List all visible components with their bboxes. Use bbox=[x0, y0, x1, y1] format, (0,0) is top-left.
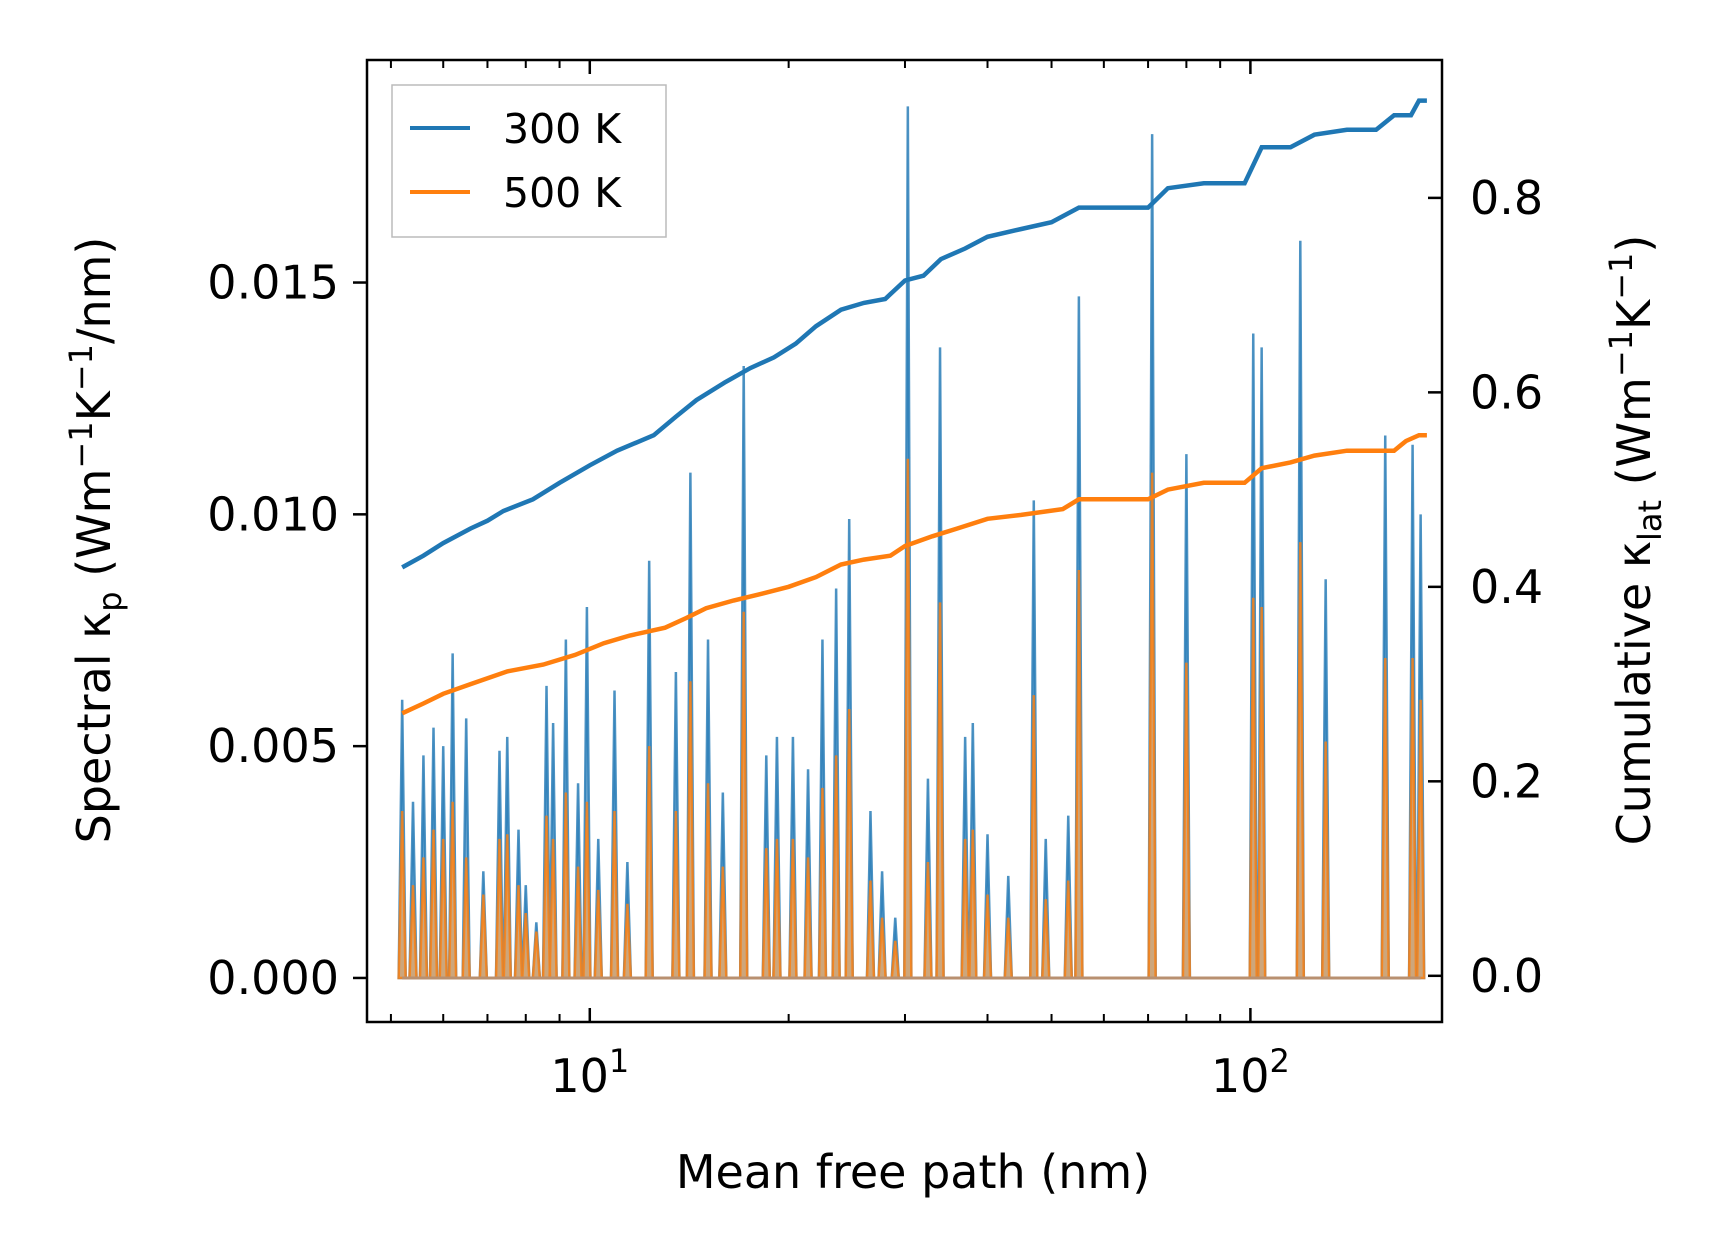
y-right-tick-label: 0.0 bbox=[1470, 949, 1543, 1003]
y-left-tick-label: 0.015 bbox=[207, 256, 339, 310]
cumulative-line-300k bbox=[401, 98, 1427, 570]
plot-frame bbox=[365, 58, 1444, 1024]
x-axis-label: Mean free path (nm) bbox=[676, 1145, 1150, 1199]
tick-layer: 0.000 0.005 0.010 0.015 0.0 0.2 0.4 0.6 0.8 101 10… bbox=[207, 60, 1543, 1103]
legend-label-300k: 300 K bbox=[503, 105, 622, 153]
y-left-axis-label: Spectral κp (Wm−1K−1/nm) bbox=[62, 237, 129, 844]
y-right-tick-label: 0.8 bbox=[1470, 171, 1543, 225]
x-tick-label: 102 bbox=[1211, 1042, 1290, 1103]
y-left-tick-label: 0.000 bbox=[207, 951, 339, 1005]
x-tick-label: 101 bbox=[550, 1042, 629, 1103]
y-right-tick-label: 0.6 bbox=[1470, 365, 1543, 419]
y-left-tick-label: 0.005 bbox=[207, 719, 339, 773]
legend-box bbox=[391, 84, 667, 238]
spectral-fill-layer bbox=[397, 106, 1426, 980]
line-layer bbox=[401, 98, 1427, 716]
y-right-tick-label: 0.2 bbox=[1470, 754, 1543, 808]
y-left-tick-label: 0.010 bbox=[207, 487, 339, 541]
cumulative-line-500k bbox=[401, 432, 1427, 716]
y-right-tick-label: 0.4 bbox=[1470, 560, 1543, 614]
legend: 300 K 500 K bbox=[391, 84, 667, 238]
legend-label-500k: 500 K bbox=[503, 169, 622, 217]
y-right-axis-label: Cumulative κlat (Wm−1K−1) bbox=[1602, 235, 1669, 846]
